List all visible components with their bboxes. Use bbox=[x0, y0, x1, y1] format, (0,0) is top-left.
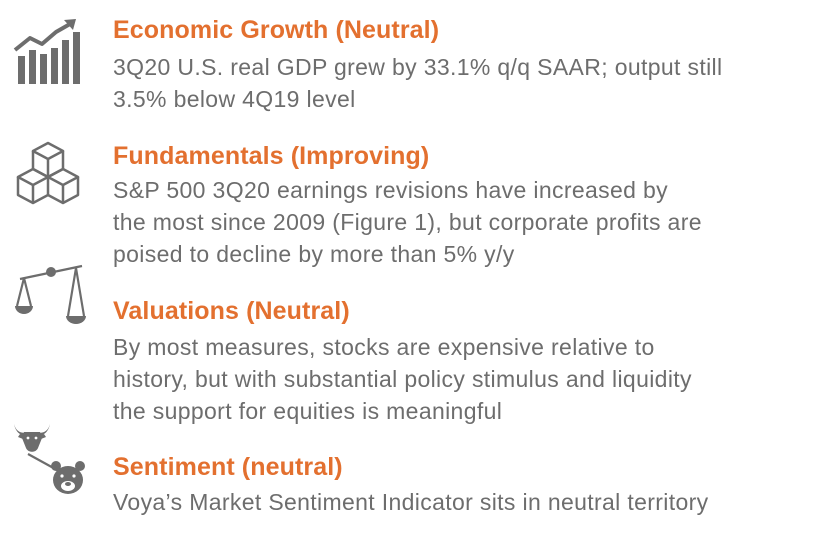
body-line: Voya’s Market Sentiment Indicator sits i… bbox=[113, 489, 709, 515]
body-line: the most since 2009 (Figure 1), but corp… bbox=[113, 209, 702, 235]
balance-scale-icon bbox=[12, 262, 94, 334]
section-body: S&P 500 3Q20 earnings revisions have inc… bbox=[113, 174, 702, 270]
section-heading: Economic Growth (Neutral) bbox=[113, 16, 440, 44]
body-line: poised to decline by more than 5% y/y bbox=[113, 241, 515, 267]
section-heading: Sentiment (neutral) bbox=[113, 453, 343, 481]
body-line: S&P 500 3Q20 earnings revisions have inc… bbox=[113, 177, 668, 203]
body-line: By most measures, stocks are expensive r… bbox=[113, 334, 655, 360]
section-body: 3Q20 U.S. real GDP grew by 33.1% q/q SAA… bbox=[113, 51, 722, 115]
body-line: 3Q20 U.S. real GDP grew by 33.1% q/q SAA… bbox=[113, 54, 723, 80]
body-line: history, but with substantial policy sti… bbox=[113, 366, 692, 392]
section-body: Voya’s Market Sentiment Indicator sits i… bbox=[113, 486, 708, 518]
section-heading: Fundamentals (Improving) bbox=[113, 142, 430, 170]
stacked-cubes-icon bbox=[12, 140, 94, 210]
bull-bear-icon bbox=[12, 420, 94, 498]
body-line: the support for equities is meaningful bbox=[113, 398, 503, 424]
body-line: 3.5% below 4Q19 level bbox=[113, 86, 356, 112]
bar-chart-growth-icon bbox=[12, 18, 94, 86]
section-heading: Valuations (Neutral) bbox=[113, 297, 350, 325]
section-body: By most measures, stocks are expensive r… bbox=[113, 331, 692, 427]
